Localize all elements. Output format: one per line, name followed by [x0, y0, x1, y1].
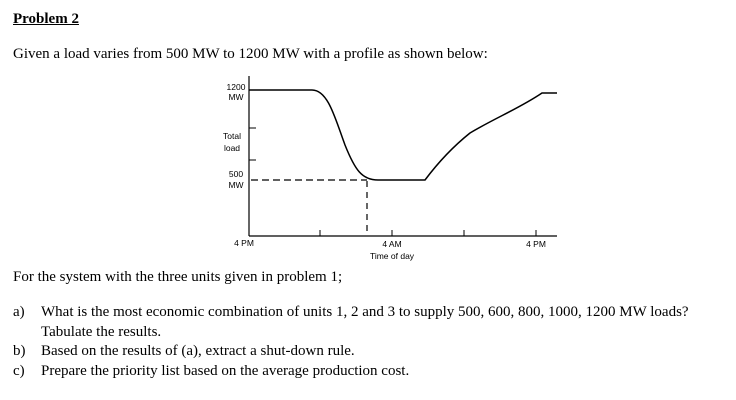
intro-text: Given a load varies from 500 MW to 1200 …: [13, 46, 488, 62]
x-label-4pm-left: 4 PM: [234, 238, 254, 248]
question-c-marker: c): [13, 362, 25, 379]
load-curve: [249, 89, 557, 181]
system-text: For the system with the three units give…: [13, 269, 343, 285]
y-label-500: 500: [229, 169, 243, 179]
y-label-load: load: [224, 143, 240, 153]
x-label-time-of-day: Time of day: [370, 251, 415, 261]
question-c: c) Prepare the priority list based on th…: [13, 362, 733, 382]
y-label-1200: 1200: [227, 82, 246, 92]
question-b-text: Based on the results of (a), extract a s…: [41, 343, 355, 359]
question-a-text: What is the most economic combination of…: [41, 304, 689, 340]
load-profile-figure: 1200 MW Total load 500 MW 4 PM 4 AM Time…: [223, 76, 557, 261]
question-list: a) What is the most economic combination…: [13, 303, 733, 381]
y-label-1200-unit: MW: [228, 92, 243, 102]
question-a-marker: a): [13, 304, 25, 320]
x-label-4pm-right: 4 PM: [526, 239, 546, 249]
question-b: b) Based on the results of (a), extract …: [13, 342, 733, 362]
question-c-text: Prepare the priority list based on the a…: [41, 362, 410, 379]
question-b-marker: b): [13, 343, 26, 359]
y-label-total: Total: [223, 131, 241, 141]
x-label-4am: 4 AM: [382, 239, 401, 249]
question-a: a) What is the most economic combination…: [13, 303, 733, 342]
y-label-500-unit: MW: [228, 180, 243, 190]
problem-heading: Problem 2: [13, 11, 79, 27]
